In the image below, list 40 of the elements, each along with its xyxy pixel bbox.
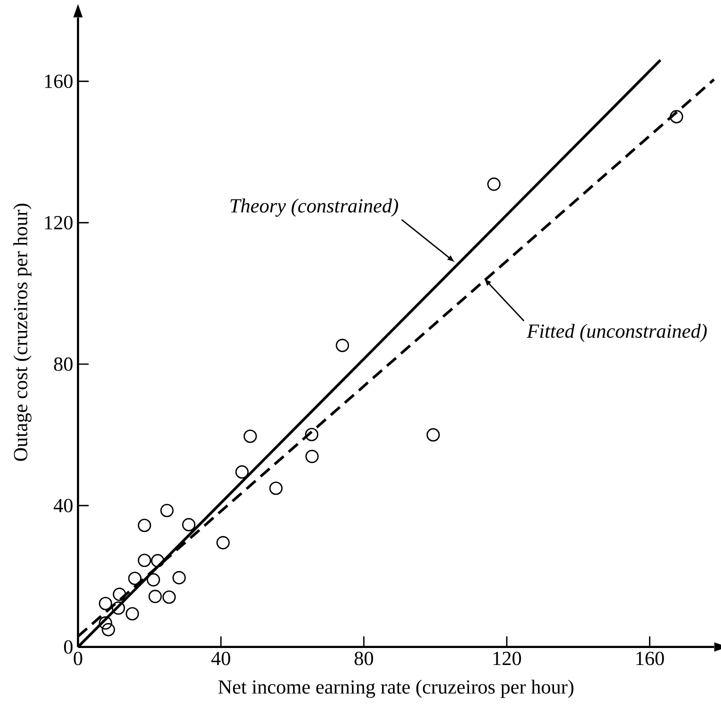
x-tick-label: 80: [354, 652, 374, 666]
point: [305, 428, 318, 442]
x-axis-title: Net income earning rate (cruzeiros per hour): [218, 680, 574, 698]
y-tick-label: 80: [54, 357, 73, 371]
point: [98, 596, 112, 610]
point: [216, 536, 230, 550]
point: [138, 554, 152, 568]
point: [112, 588, 126, 601]
point: [336, 338, 350, 352]
point: [426, 428, 440, 442]
point: [146, 573, 160, 586]
x-tick-label: 0: [74, 652, 82, 666]
point: [151, 554, 164, 568]
x-tick-label: 40: [211, 652, 230, 666]
point: [235, 465, 249, 479]
point: [162, 590, 176, 604]
y-tick-label: 120: [45, 216, 73, 230]
annotation: Fitted (unconstrained): [526, 324, 707, 342]
y-tick-label: 40: [54, 498, 73, 512]
point: [138, 518, 152, 532]
point: [269, 482, 283, 495]
y-axis-title: Outage cost (cruzeiros per hour): [13, 204, 32, 461]
point: [112, 601, 126, 615]
point: [128, 572, 142, 586]
point: [172, 571, 186, 584]
y-tick-label: 0: [64, 640, 73, 654]
point: [244, 430, 257, 443]
point: [126, 607, 139, 620]
y-tick-label: 160: [45, 74, 73, 88]
point: [160, 504, 174, 518]
x-tick-label: 120: [494, 652, 522, 666]
point: [102, 622, 116, 636]
point: [148, 590, 162, 604]
x-tick-label: 160: [636, 652, 664, 666]
point: [98, 616, 112, 630]
point: [305, 450, 319, 464]
point: [670, 110, 684, 124]
annotation: Theory (constrained): [230, 198, 398, 217]
point: [487, 178, 501, 191]
point: [182, 518, 196, 532]
